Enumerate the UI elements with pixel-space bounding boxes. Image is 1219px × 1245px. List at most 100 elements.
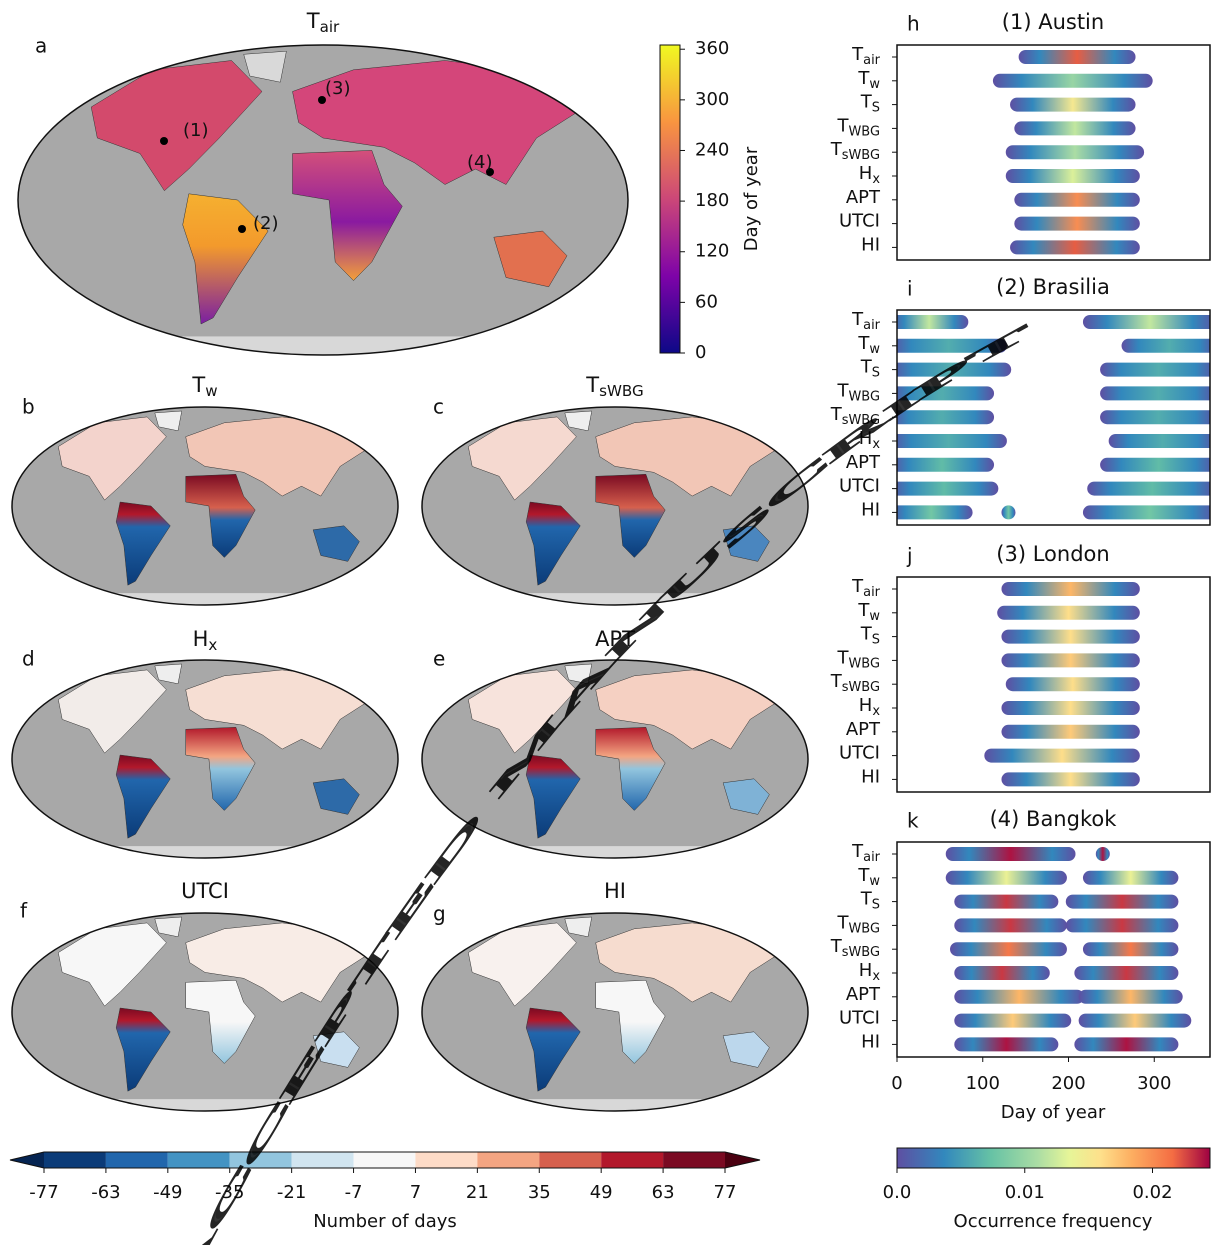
- label-subscript: S: [872, 897, 880, 912]
- label-subscript: air: [320, 18, 340, 36]
- antarctica: [12, 593, 398, 613]
- label-subscript: S: [872, 632, 880, 647]
- colorbar-tick-label: -77: [29, 1182, 58, 1203]
- occurrence-strip: [1001, 653, 1139, 667]
- occurrence-strip: [954, 1014, 1071, 1028]
- site-label: (3): [325, 78, 351, 99]
- occurrence-strip: [1100, 410, 1217, 424]
- occurrence-strip: [1019, 50, 1136, 64]
- map-title: Hx: [193, 627, 218, 654]
- y-tick-label: APT: [846, 187, 881, 208]
- colorbar-bin: [44, 1152, 106, 1168]
- colorbar-tick-label: 21: [466, 1182, 489, 1203]
- y-tick-label: HI: [861, 766, 880, 787]
- occurrence-strip: [1001, 772, 1139, 786]
- colorbar-tick-label: 360: [695, 38, 729, 59]
- antarctica: [422, 593, 808, 613]
- occurrence-strip: [1122, 339, 1217, 353]
- occurrence-strip: [890, 434, 1007, 448]
- antarctica: [12, 1099, 398, 1119]
- occurrence-strip: [1083, 315, 1217, 329]
- colorbar-extend-high: [725, 1152, 760, 1168]
- y-tick-label: TS: [860, 92, 880, 116]
- x-axis-label: Day of year: [1001, 1102, 1106, 1123]
- label-subscript: air: [863, 850, 881, 865]
- y-tick-label: UTCI: [839, 1008, 880, 1029]
- label-subscript: x: [208, 636, 217, 654]
- map: [18, 45, 628, 367]
- occurrence-strip: [1010, 98, 1135, 112]
- label-symbol: UTCI: [839, 211, 880, 232]
- occurrence-strip: [946, 871, 1067, 885]
- colorbar: [897, 1148, 1210, 1168]
- y-tick-label: APT: [846, 452, 881, 473]
- occurrence-strip: [1006, 677, 1140, 691]
- antarctica: [422, 846, 808, 866]
- map-title: Tw: [191, 373, 217, 400]
- occurrence-strip: [1074, 966, 1178, 980]
- label-symbol: HI: [861, 1031, 880, 1052]
- panel-letter: c: [433, 395, 444, 419]
- label-subscript: x: [872, 437, 880, 452]
- map: [422, 913, 808, 1119]
- x-tick-label: 200: [1051, 1073, 1085, 1094]
- map: [12, 407, 398, 613]
- occurrence-strip: [1006, 169, 1140, 183]
- panel-letter: g: [433, 902, 446, 926]
- occurrence-strip: [1083, 871, 1178, 885]
- map-title: UTCI: [181, 879, 229, 903]
- colorbar-tick-label: 0.0: [883, 1182, 912, 1203]
- site-dot: [160, 137, 168, 145]
- colorbar-tick-label: 300: [695, 89, 729, 110]
- y-tick-label: Tw: [857, 600, 880, 624]
- occurrence-strip: [1001, 725, 1139, 739]
- label-symbol: UTCI: [839, 1008, 880, 1029]
- occurrence-strip: [1014, 193, 1139, 207]
- y-tick-label: HI: [861, 499, 880, 520]
- colorbar-bin: [168, 1152, 230, 1168]
- occurrence-strip: [1100, 363, 1217, 377]
- label-subscript: air: [863, 318, 881, 333]
- colorbar-bin: [292, 1152, 354, 1168]
- y-tick-label: TS: [860, 624, 880, 648]
- label-subscript: WBG: [848, 656, 880, 671]
- occurrence-strip: [946, 847, 1076, 861]
- occurrence-strip: [997, 606, 1140, 620]
- label-symbol: UTCI: [839, 476, 880, 497]
- colorbar-bin: [663, 1152, 725, 1168]
- occurrence-strip: [890, 315, 968, 329]
- occurrence-strip: [954, 990, 1084, 1004]
- occurrence-strip: [950, 942, 1067, 956]
- label-subscript: air: [863, 53, 881, 68]
- y-tick-label: Tw: [857, 865, 880, 889]
- colorbar-tick-label: 7: [410, 1182, 421, 1203]
- site-label: (2): [253, 213, 279, 234]
- occurrence-strip: [954, 895, 1058, 909]
- label-subscript: WBG: [848, 921, 880, 936]
- y-tick-label: TWBG: [836, 380, 880, 404]
- y-tick-label: UTCI: [839, 211, 880, 232]
- y-tick-label: Tw: [857, 333, 880, 357]
- occurrence-strip: [1066, 918, 1179, 932]
- antarctica: [18, 336, 628, 367]
- occurrence-strip: [1079, 1014, 1192, 1028]
- occurrence-strip: [993, 74, 1153, 88]
- occurrence-strip: [1006, 145, 1144, 159]
- y-tick-label: UTCI: [839, 743, 880, 764]
- colorbar: [660, 45, 680, 353]
- label-subscript: x: [872, 172, 880, 187]
- y-tick-label: TWBG: [836, 115, 880, 138]
- y-tick-label: Hx: [859, 695, 881, 719]
- map: [12, 660, 398, 866]
- colorbar-bin: [415, 1152, 477, 1168]
- occurrence-strip: [1079, 990, 1183, 1004]
- plot-area: [984, 582, 1139, 786]
- colorbar-tick-label: 35: [528, 1182, 551, 1203]
- y-tick-label: Tair: [851, 44, 881, 68]
- site-label: (1): [183, 120, 209, 141]
- y-tick-label: Tair: [851, 576, 881, 600]
- colorbar-label: Number of days: [313, 1211, 457, 1232]
- site-dot: [238, 225, 246, 233]
- plot-area: [946, 847, 1192, 1051]
- colorbar-tick-label: -21: [277, 1182, 306, 1203]
